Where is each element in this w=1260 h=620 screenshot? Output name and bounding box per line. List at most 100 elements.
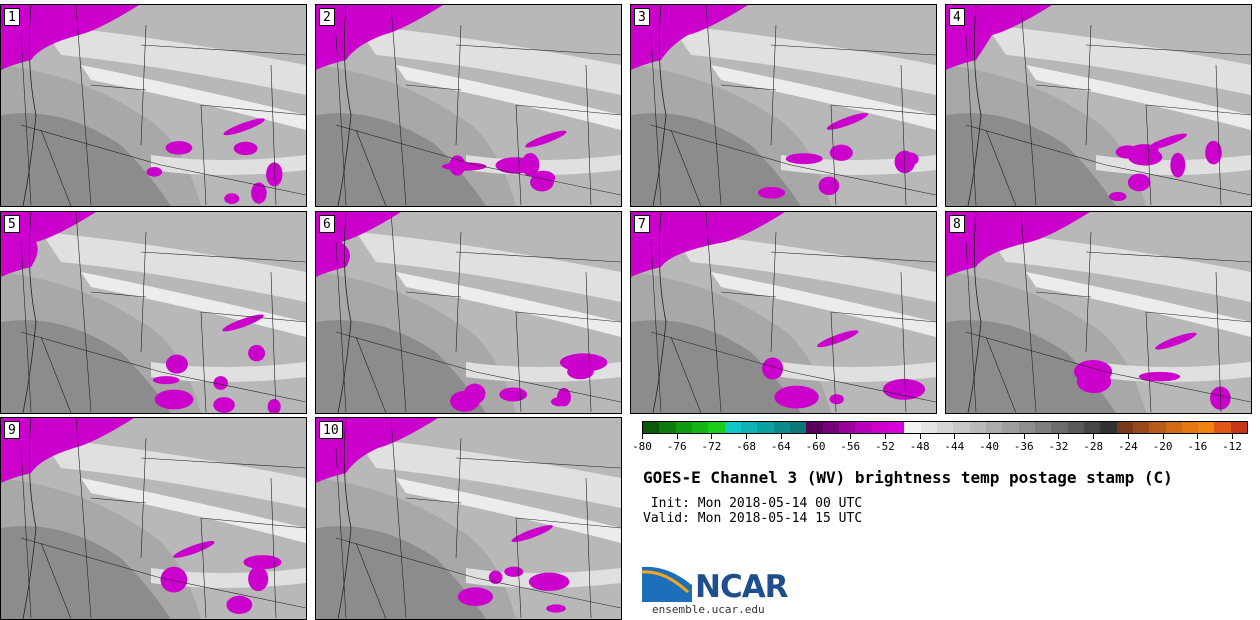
cold-cloud-streak (1145, 133, 1187, 151)
cold-cloud-blob (902, 152, 919, 166)
moist-band (671, 232, 936, 302)
colorbar-tick-label: -16 (1187, 440, 1208, 453)
logo-wordmark: NCAR (695, 569, 789, 605)
colorbar-segment (1198, 422, 1215, 433)
map-panel-2: 2 (315, 4, 622, 207)
state-border (355, 336, 387, 413)
colorbar-tick-label: -52 (875, 440, 895, 453)
moist-band (986, 232, 1251, 302)
state-border (455, 457, 621, 469)
panel-number: 2 (319, 8, 335, 26)
state-border (515, 517, 522, 619)
colorbar-tick-mark (919, 434, 921, 439)
map-panel-10: 10 (315, 417, 622, 620)
map-panel-7: 7 (630, 211, 937, 414)
state-border (515, 517, 621, 529)
colorbar-segment (773, 422, 790, 433)
cold-cloud-blob (818, 176, 840, 196)
state-border (1215, 271, 1222, 413)
colorbar-tick-mark (989, 434, 991, 439)
colorbar-tick-label: -64 (770, 440, 791, 453)
state-border (335, 241, 347, 413)
colorbar-segment (855, 422, 872, 433)
colorbar-segment (838, 422, 856, 433)
state-border (390, 418, 407, 619)
state-border (705, 212, 722, 413)
state-border (720, 84, 777, 91)
moist-band (1026, 65, 1251, 130)
state-border (335, 537, 621, 609)
state-border (965, 331, 1251, 403)
state-border (40, 129, 72, 206)
state-border (1085, 251, 1251, 263)
state-border (585, 64, 592, 206)
mid-region (1, 272, 201, 413)
state-border (355, 129, 387, 206)
cold-cloud-blob (154, 389, 194, 410)
cold-cloud-blob (1109, 191, 1127, 202)
coastline (652, 212, 667, 413)
state-border (900, 271, 907, 413)
state-border (40, 336, 72, 413)
colorbar-tick-mark (850, 434, 852, 439)
state-border (90, 84, 147, 91)
map-panel-1: 1 (0, 4, 307, 207)
state-border (200, 104, 306, 116)
panel-number: 1 (4, 8, 20, 26)
coastline (967, 5, 982, 206)
state-border (830, 104, 837, 206)
coastline (22, 212, 37, 413)
cold-cloud-blob (757, 186, 786, 199)
cold-cloud-blob (248, 344, 266, 362)
colorbar-segment (1230, 422, 1248, 433)
cold-cloud-blob (1127, 148, 1163, 166)
state-border (200, 311, 306, 323)
state-border (200, 311, 207, 413)
moist-band (781, 362, 936, 382)
colorbar-segment (920, 422, 937, 433)
coastline (337, 212, 352, 413)
moist-band (396, 478, 621, 543)
colorbar-tick-mark (1162, 434, 1164, 439)
colorbar-tick-mark (1093, 434, 1095, 439)
state-border (585, 477, 592, 619)
state-border (20, 537, 306, 609)
state-border (1035, 291, 1092, 298)
state-border (515, 311, 522, 413)
cold-cloud-blob (226, 595, 253, 614)
mid-region (316, 65, 516, 206)
state-border (670, 336, 702, 413)
colorbar-segment (1083, 422, 1101, 433)
colorbar-segment (985, 422, 1003, 433)
state-border (140, 251, 306, 263)
map-panel-9: 9 (0, 417, 307, 620)
colorbar-tick-label: -40 (979, 440, 999, 453)
state-border (1085, 44, 1251, 56)
cold-cloud-blob (224, 193, 240, 204)
state-border (390, 212, 407, 413)
map-image (631, 212, 936, 413)
colorbar-segment (1214, 422, 1231, 433)
cold-cloud-blob (450, 390, 480, 412)
colorbar-tick-label: -80 (632, 440, 652, 453)
colorbar (642, 421, 1248, 434)
colorbar-segment (1018, 422, 1035, 433)
state-border (335, 124, 621, 196)
colorbar-tick-mark (1058, 434, 1060, 439)
moist-band (41, 25, 306, 95)
state-border (270, 271, 277, 413)
moist-band (396, 65, 621, 130)
cold-cloud-top (631, 212, 785, 277)
map-panel-4: 4 (945, 4, 1252, 207)
cold-cloud-top (316, 5, 443, 70)
colorbar-segment (1165, 422, 1182, 433)
colorbar-tick-label: -56 (840, 440, 861, 453)
state-border (965, 124, 1251, 196)
moist-band (711, 272, 936, 337)
state-border (515, 104, 621, 116)
colorbar-tick-label: -24 (1117, 440, 1138, 453)
state-border (1020, 5, 1037, 206)
coastline (337, 5, 352, 206)
cold-cloud-blob (499, 387, 528, 402)
state-border (390, 5, 407, 206)
